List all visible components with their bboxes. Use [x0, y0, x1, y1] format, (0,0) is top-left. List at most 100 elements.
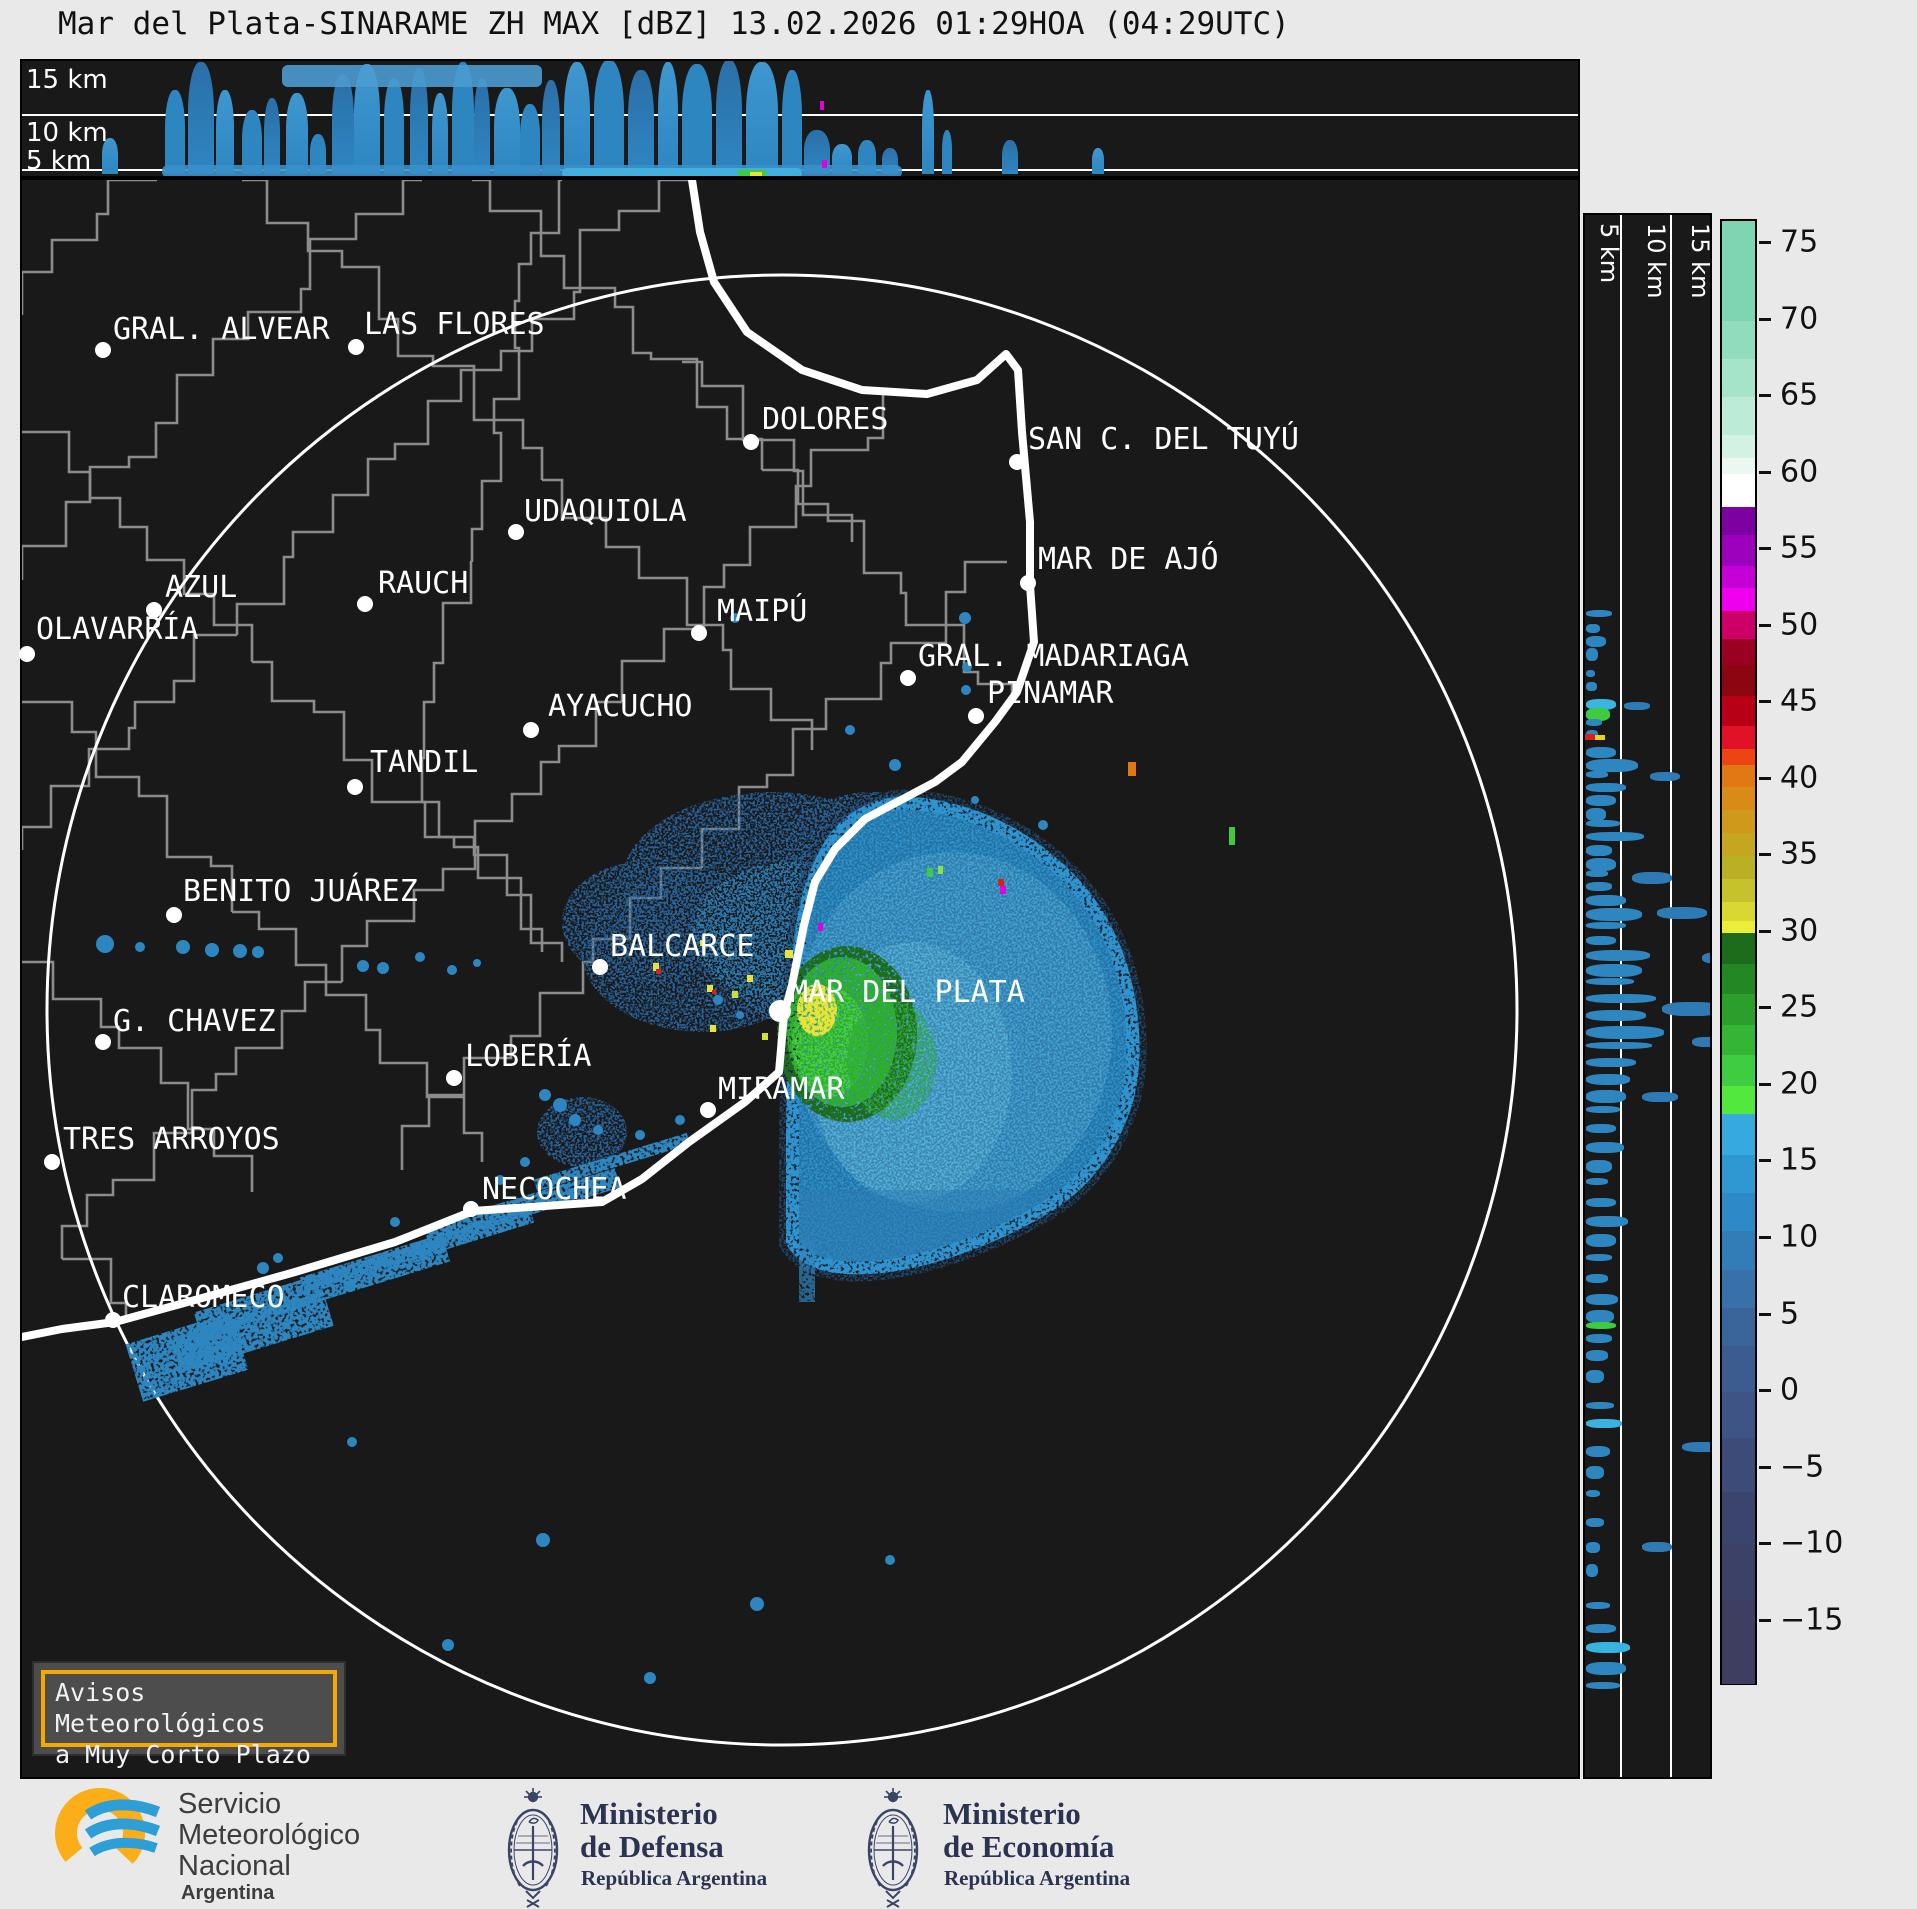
colorbar-segment [1722, 320, 1755, 360]
county-boundary-line [762, 468, 1014, 720]
top-echo-column [384, 78, 404, 174]
top-echo-column [658, 62, 678, 174]
city-label: MIRAMAR [718, 1072, 845, 1107]
echo-dot [377, 962, 389, 974]
top-echo-column [432, 93, 448, 174]
colorbar-segment [1722, 358, 1755, 398]
right-echo-streak [1586, 795, 1616, 806]
right-echo-streak [1586, 648, 1598, 661]
top-panel-label-10km: 10 km [26, 118, 108, 148]
city-label: CLAROMECO [122, 1280, 285, 1315]
colorbar-tick [1759, 1389, 1771, 1392]
top-echo-column [286, 93, 308, 174]
right-echo-blob [1632, 872, 1672, 884]
city-dot [95, 1034, 111, 1050]
right-echo-streak [1586, 1370, 1604, 1383]
radar-site-dot [769, 1000, 791, 1022]
colorbar-tick-label: 25 [1780, 989, 1819, 1025]
top-echo-column [1002, 140, 1018, 174]
top-echo-band [282, 65, 542, 87]
right-echo-streak [1586, 1490, 1600, 1497]
defensa-sub: República Argentina [581, 1866, 768, 1890]
right-echo-streak [1586, 1142, 1624, 1153]
smn-logo-icon [54, 1788, 161, 1878]
city-label: GRAL. MADARIAGA [918, 639, 1189, 674]
colorbar-tick [1759, 1006, 1771, 1009]
echo-dot [536, 1533, 550, 1547]
right-echo-blob [1642, 1542, 1672, 1552]
county-boundary-line [22, 700, 234, 912]
right-echo-streak [1586, 1294, 1618, 1305]
city-label: PINAMAR [987, 676, 1114, 711]
product-title: Mar del Plata-SINARAME ZH MAX [dBZ] 13.0… [58, 6, 1290, 42]
city-label: SAN C. DEL TUYÚ [1028, 422, 1299, 457]
colorbar-tick-label: 45 [1780, 683, 1819, 719]
echo-dot [96, 935, 114, 953]
echo-dot [176, 940, 190, 954]
top-echo-column [494, 88, 520, 174]
colorbar-segment [1722, 994, 1755, 1026]
right-echo-streak [1586, 964, 1642, 977]
city-dot [700, 1102, 716, 1118]
city-label: RAUCH [378, 566, 469, 601]
city-label: AZUL [165, 570, 238, 605]
county-boundary-line [22, 180, 157, 315]
right-echo-streak [1586, 994, 1656, 1003]
colorbar-tick-label: 40 [1780, 760, 1819, 796]
top-echo-column [452, 62, 474, 174]
top-echo-column [102, 138, 118, 174]
colorbar-tick [1759, 1083, 1771, 1086]
county-boundary-line [542, 478, 814, 750]
top-echo-column [1092, 148, 1104, 174]
right-echo-streak [1586, 708, 1610, 721]
right-echo-streak [1586, 624, 1600, 633]
right-echo-streak [1586, 1234, 1616, 1247]
colorbar-segment [1722, 1113, 1755, 1156]
right-echo-blob [1624, 702, 1650, 710]
right-echo-streak [1586, 771, 1608, 778]
colorbar-tick-label: −10 [1780, 1525, 1844, 1561]
echo-dot [730, 613, 740, 623]
warnings-badge-button[interactable]: Avisos Meteorológicos a Muy Corto Plazo [32, 1661, 346, 1769]
echo-dot [347, 1437, 357, 1447]
right-echo-streak [1586, 1334, 1612, 1343]
right-echo-streak [1586, 1090, 1626, 1103]
colorbar-segment [1722, 749, 1755, 766]
defensa-name: Ministerio de Defensa [580, 1796, 724, 1864]
radar-map [20, 178, 1580, 1779]
top-echo-column [594, 61, 624, 174]
echo-dot [252, 946, 264, 958]
echo-speck [656, 969, 661, 974]
right-echo-streak [1586, 1624, 1616, 1633]
colorbar-segment [1722, 787, 1755, 811]
top-echo-column [410, 68, 428, 174]
echo-dot [889, 759, 901, 771]
city-dot [508, 524, 524, 540]
colorbar-segment [1722, 1193, 1755, 1232]
echo-dot [415, 952, 425, 962]
right-echo-streak [1586, 783, 1626, 792]
colorbar-segment [1722, 507, 1755, 536]
right-echo-streak [1586, 610, 1612, 617]
colorbar-segment [1722, 879, 1755, 903]
top-echo-column [716, 61, 742, 174]
smn-line2: Meteorológico [178, 1819, 361, 1851]
right-echo-speck [1585, 734, 1595, 740]
colorbar-tick [1759, 700, 1771, 703]
right-echo-streak [1586, 1542, 1600, 1553]
echo-speck [762, 1033, 768, 1040]
right-echo-streak [1586, 870, 1608, 877]
right-panel-10km-line [1670, 215, 1672, 1777]
dbz-colorbar [1720, 219, 1757, 1685]
colorbar-tick-label: 35 [1780, 836, 1819, 872]
map-graphics [22, 180, 1519, 1747]
top-echo-column [922, 90, 934, 174]
echo-dot [273, 1253, 283, 1263]
colorbar-tick [1759, 1313, 1771, 1316]
echo-dot [539, 1089, 551, 1101]
top-echo-band [562, 168, 802, 176]
top-echo-band [162, 165, 902, 176]
colorbar-segment [1722, 726, 1755, 750]
colorbar-tick [1759, 241, 1771, 244]
